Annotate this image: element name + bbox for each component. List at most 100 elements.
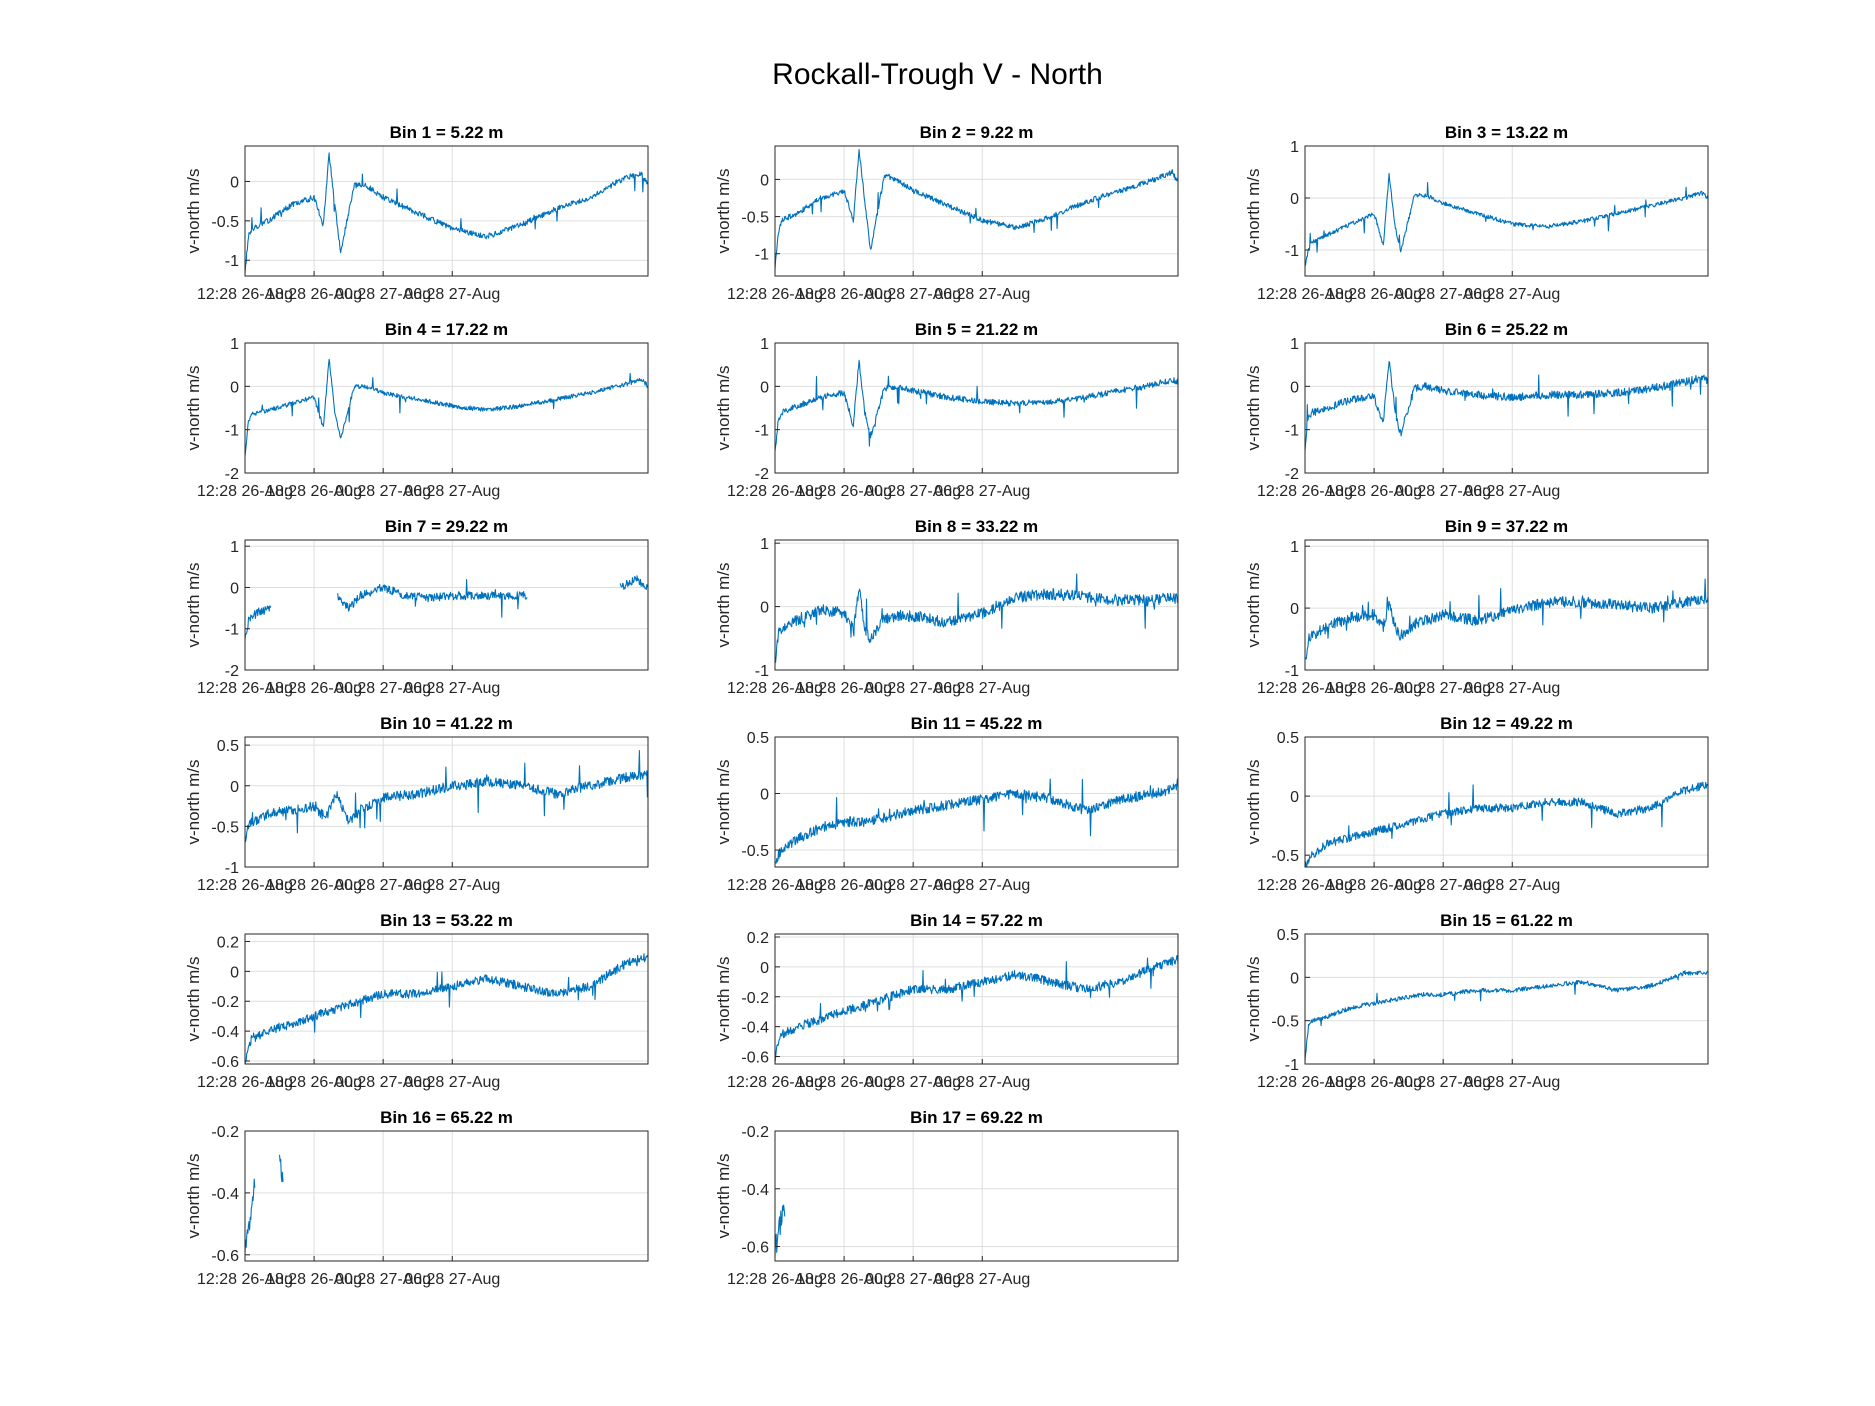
subplot-title: Bin 1 = 5.22 m [390, 123, 504, 142]
series-line [244, 1154, 284, 1253]
x-tick-label: 18:28 26-Aug [796, 877, 892, 894]
y-tick-label: 0 [760, 787, 769, 804]
y-tick-label: -1 [225, 253, 239, 270]
series-line [244, 358, 649, 456]
x-tick-label: 18:28 26-Aug [1326, 1074, 1422, 1091]
x-tick-label: 12:28 26-Aug [197, 286, 293, 303]
series-line [244, 152, 649, 274]
x-tick-label: 00:28 27-Aug [865, 286, 961, 303]
series-line [774, 359, 1179, 452]
x-tick-label: 18:28 26-Aug [266, 286, 362, 303]
y-tick-label: 0 [230, 779, 239, 796]
plot-area [775, 343, 1178, 473]
y-tick-label: 0 [1290, 379, 1299, 396]
y-tick-label: 0.5 [747, 730, 769, 747]
x-tick-label: 00:28 27-Aug [865, 680, 961, 697]
y-tick-label: 0 [760, 172, 769, 189]
x-tick-label: 06:28 27-Aug [404, 680, 500, 697]
subplot-title: Bin 5 = 21.22 m [915, 320, 1038, 339]
subplot-title: Bin 14 = 57.22 m [910, 911, 1043, 930]
series-line [774, 778, 1179, 864]
x-tick-label: 00:28 27-Aug [335, 680, 431, 697]
x-tick-label: 12:28 26-Aug [1257, 1074, 1353, 1091]
plot-area [245, 737, 648, 867]
y-tick-label: -0.6 [741, 1050, 769, 1067]
axes-box [774, 933, 1179, 1065]
y-axis-label: v-north m/s [1244, 562, 1263, 647]
series-line [1304, 172, 1709, 267]
x-tick-label: 18:28 26-Aug [1326, 483, 1422, 500]
axes-box [774, 539, 1179, 671]
x-tick-label: 00:28 27-Aug [1395, 286, 1491, 303]
axes-box [774, 342, 1179, 474]
x-tick-label: 06:28 27-Aug [1464, 877, 1560, 894]
x-tick-label: 06:28 27-Aug [1464, 1074, 1560, 1091]
x-tick-label: 06:28 27-Aug [934, 286, 1030, 303]
y-tick-label: -0.5 [1271, 1014, 1299, 1031]
axes-box [244, 539, 649, 671]
y-tick-label: -0.2 [211, 1124, 239, 1141]
y-axis-label: v-north m/s [184, 365, 203, 450]
x-tick-label: 00:28 27-Aug [865, 877, 961, 894]
plot-area [245, 540, 648, 670]
y-tick-label: -1 [225, 860, 239, 877]
series-line [1304, 578, 1709, 660]
subplot-title: Bin 15 = 61.22 m [1440, 911, 1573, 930]
x-tick-label: 00:28 27-Aug [865, 1074, 961, 1091]
axes-box [1304, 342, 1709, 474]
x-tick-label: 18:28 26-Aug [266, 680, 362, 697]
x-tick-label: 12:28 26-Aug [1257, 680, 1353, 697]
axes-box [1304, 933, 1709, 1065]
x-tick-label: 06:28 27-Aug [1464, 286, 1560, 303]
y-tick-label: -0.5 [741, 210, 769, 227]
y-tick-label: -0.2 [741, 990, 769, 1007]
x-tick-label: 00:28 27-Aug [335, 286, 431, 303]
series-line [244, 750, 649, 843]
y-tick-label: -2 [225, 466, 239, 483]
y-tick-label: -1 [755, 423, 769, 440]
y-tick-label: -0.5 [1271, 848, 1299, 865]
y-axis-label: v-north m/s [184, 1153, 203, 1238]
y-tick-label: 1 [230, 336, 239, 353]
y-tick-label: 0 [1290, 601, 1299, 618]
y-axis-label: v-north m/s [714, 956, 733, 1041]
plot-area [1305, 343, 1708, 473]
x-tick-label: 00:28 27-Aug [335, 1074, 431, 1091]
plot-area [775, 934, 1178, 1064]
x-tick-label: 18:28 26-Aug [1326, 286, 1422, 303]
subplot-title: Bin 4 = 17.22 m [385, 320, 508, 339]
x-tick-label: 18:28 26-Aug [796, 1271, 892, 1288]
series-line [244, 575, 649, 640]
x-tick-label: 00:28 27-Aug [865, 483, 961, 500]
axes-box [244, 342, 649, 474]
series-line [1304, 781, 1709, 868]
x-tick-label: 00:28 27-Aug [1395, 1074, 1491, 1091]
x-tick-label: 18:28 26-Aug [1326, 680, 1422, 697]
y-tick-label: 0.2 [747, 930, 769, 947]
axes-box [1304, 539, 1709, 671]
x-tick-label: 18:28 26-Aug [266, 1074, 362, 1091]
axes-box [244, 736, 649, 868]
y-tick-label: 0.5 [217, 738, 239, 755]
x-tick-label: 18:28 26-Aug [266, 877, 362, 894]
x-tick-label: 00:28 27-Aug [335, 1271, 431, 1288]
x-tick-label: 18:28 26-Aug [796, 286, 892, 303]
y-tick-label: -0.6 [211, 1248, 239, 1265]
y-tick-label: 0 [230, 580, 239, 597]
series-line [1304, 970, 1709, 1061]
subplot-title: Bin 6 = 25.22 m [1445, 320, 1568, 339]
series-line [1304, 361, 1709, 451]
x-tick-label: 18:28 26-Aug [1326, 877, 1422, 894]
